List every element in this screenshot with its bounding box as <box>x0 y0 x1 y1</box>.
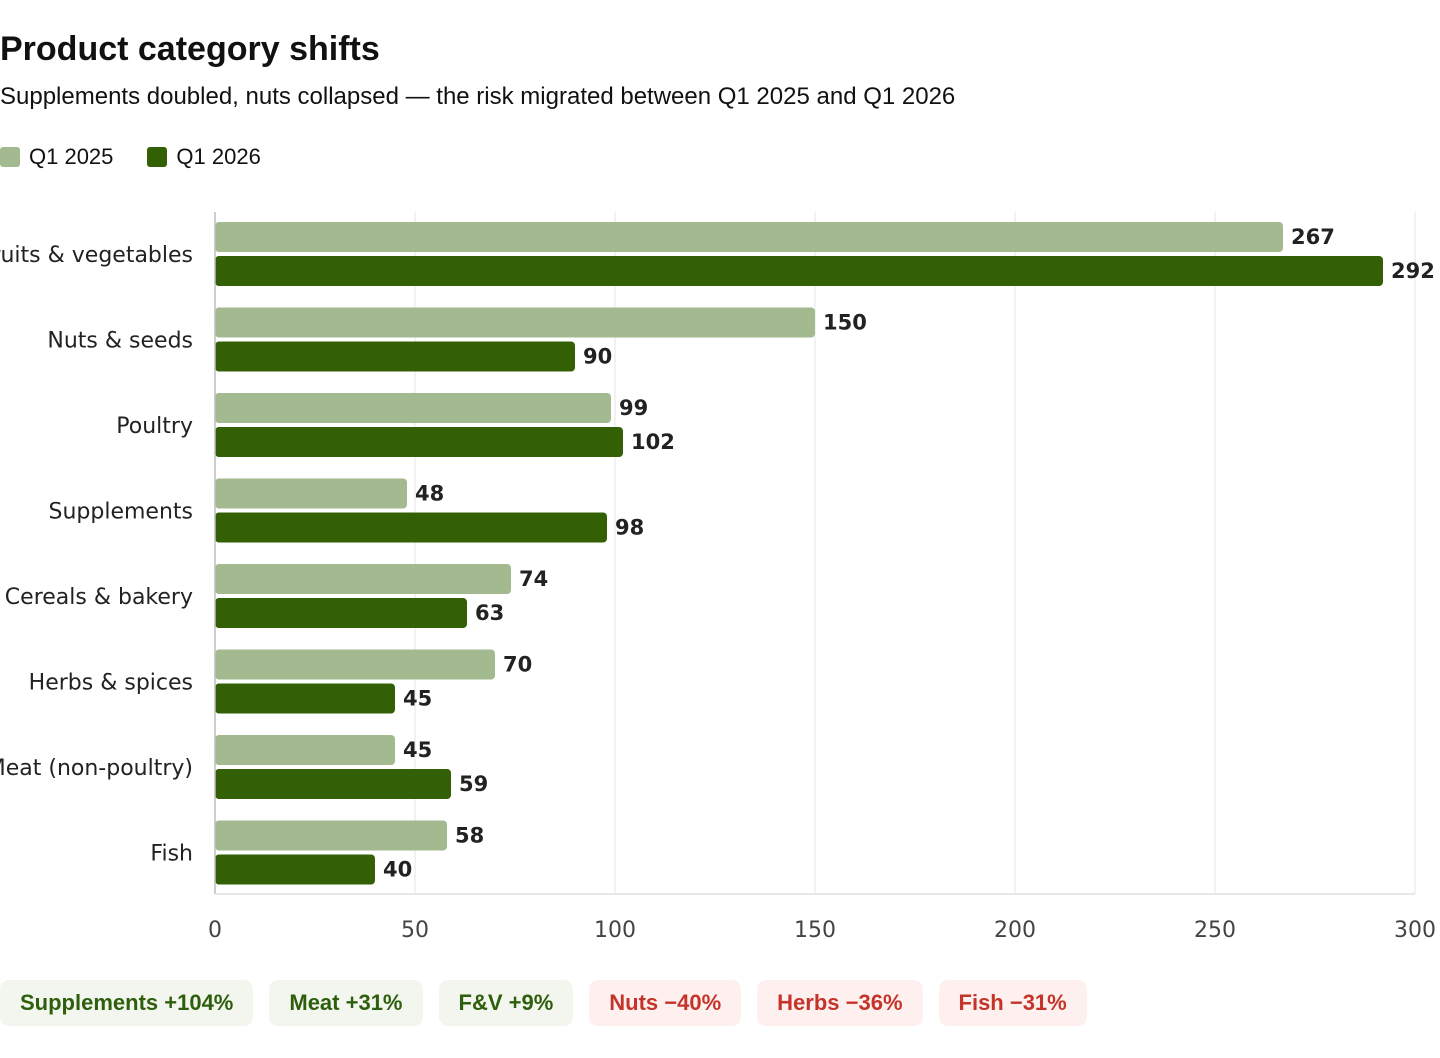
value-label-poultry-q1-2025: 99 <box>619 396 648 420</box>
bar-supplements-q1-2025 <box>215 478 407 509</box>
bar-meat-non-poultry-q1-2025 <box>215 735 395 765</box>
value-label-herbs-spices-q1-2025: 70 <box>503 653 532 677</box>
value-label-supplements-q1-2025: 48 <box>415 482 444 506</box>
legend-label-q1-2025: Q1 2025 <box>29 144 114 169</box>
legend: Q1 2025 Q1 2026 <box>0 144 295 170</box>
badge-fruits-vegetables: F&V +9% <box>438 980 574 1026</box>
x-tick-label-300: 300 <box>1394 918 1436 943</box>
x-tick-label-250: 250 <box>1194 918 1236 943</box>
badge-meat: Meat +31% <box>269 980 423 1026</box>
bar-poultry-q1-2026 <box>215 427 623 457</box>
x-tick-label-100: 100 <box>594 918 636 943</box>
bar-cereals-bakery-q1-2026 <box>215 598 467 628</box>
x-tick-label-150: 150 <box>794 918 836 943</box>
legend-item-q1-2026: Q1 2026 <box>147 144 261 170</box>
legend-swatch-q1-2026 <box>147 147 168 167</box>
x-tick-label-0: 0 <box>208 918 222 943</box>
category-label-fish: Fish <box>150 842 193 867</box>
value-label-meat-non-poultry-q1-2026: 59 <box>459 772 488 796</box>
bar-fruits-vegetables-q1-2026 <box>215 256 1383 286</box>
bar-poultry-q1-2025 <box>215 393 611 423</box>
bar-fish-q1-2026 <box>215 854 375 885</box>
bar-supplements-q1-2026 <box>215 512 607 543</box>
category-label-supplements: Supplements <box>49 500 193 525</box>
badge-herbs: Herbs −36% <box>757 980 923 1026</box>
legend-swatch-q1-2025 <box>0 147 20 167</box>
value-label-fruits-vegetables-q1-2026: 292 <box>1391 259 1435 283</box>
bar-cereals-bakery-q1-2025 <box>215 564 511 594</box>
bar-nuts-seeds-q1-2026 <box>215 341 575 372</box>
category-label-meat-non-poultry: Meat (non-poultry) <box>0 756 193 781</box>
category-label-cereals-bakery: Cereals & bakery <box>5 585 193 610</box>
badge-supplements: Supplements +104% <box>0 980 254 1026</box>
value-label-nuts-seeds-q1-2026: 90 <box>583 345 612 369</box>
category-label-fruits-vegetables: Fruits & vegetables <box>0 243 193 268</box>
value-label-meat-non-poultry-q1-2025: 45 <box>403 738 432 762</box>
chart-subtitle: Supplements doubled, nuts collapsed — th… <box>0 83 956 110</box>
value-label-cereals-bakery-q1-2025: 74 <box>519 567 548 591</box>
bar-fish-q1-2025 <box>215 820 447 851</box>
legend-item-q1-2025: Q1 2025 <box>0 144 113 170</box>
badge-nuts: Nuts −40% <box>589 980 742 1026</box>
value-label-fish-q1-2026: 40 <box>383 858 412 882</box>
change-badges: Supplements +104% Meat +31% F&V +9% Nuts… <box>0 980 1103 1026</box>
category-label-poultry: Poultry <box>116 414 193 439</box>
category-label-nuts-seeds: Nuts & seeds <box>47 329 193 354</box>
bar-fruits-vegetables-q1-2025 <box>215 222 1283 252</box>
value-label-poultry-q1-2026: 102 <box>631 430 675 454</box>
value-label-nuts-seeds-q1-2025: 150 <box>823 311 867 335</box>
value-label-supplements-q1-2026: 98 <box>615 516 644 540</box>
bar-meat-non-poultry-q1-2026 <box>215 769 451 799</box>
x-tick-label-200: 200 <box>994 918 1036 943</box>
bar-herbs-spices-q1-2025 <box>215 649 495 680</box>
bar-herbs-spices-q1-2026 <box>215 683 395 714</box>
category-label-herbs-spices: Herbs & spices <box>29 671 193 696</box>
bar-nuts-seeds-q1-2025 <box>215 307 815 338</box>
legend-label-q1-2026: Q1 2026 <box>176 144 261 169</box>
value-label-cereals-bakery-q1-2026: 63 <box>475 601 504 625</box>
chart-title: Product category shifts <box>0 30 380 68</box>
bar-chart: 267 292 Fruits & vegetables 150 90 Nuts & see… <box>0 212 1436 943</box>
value-label-fish-q1-2025: 58 <box>455 824 484 848</box>
value-label-herbs-spices-q1-2026: 45 <box>403 687 432 711</box>
value-label-fruits-vegetables-q1-2025: 267 <box>1291 225 1335 249</box>
x-tick-label-50: 50 <box>401 918 429 943</box>
badge-fish: Fish −31% <box>938 980 1087 1026</box>
